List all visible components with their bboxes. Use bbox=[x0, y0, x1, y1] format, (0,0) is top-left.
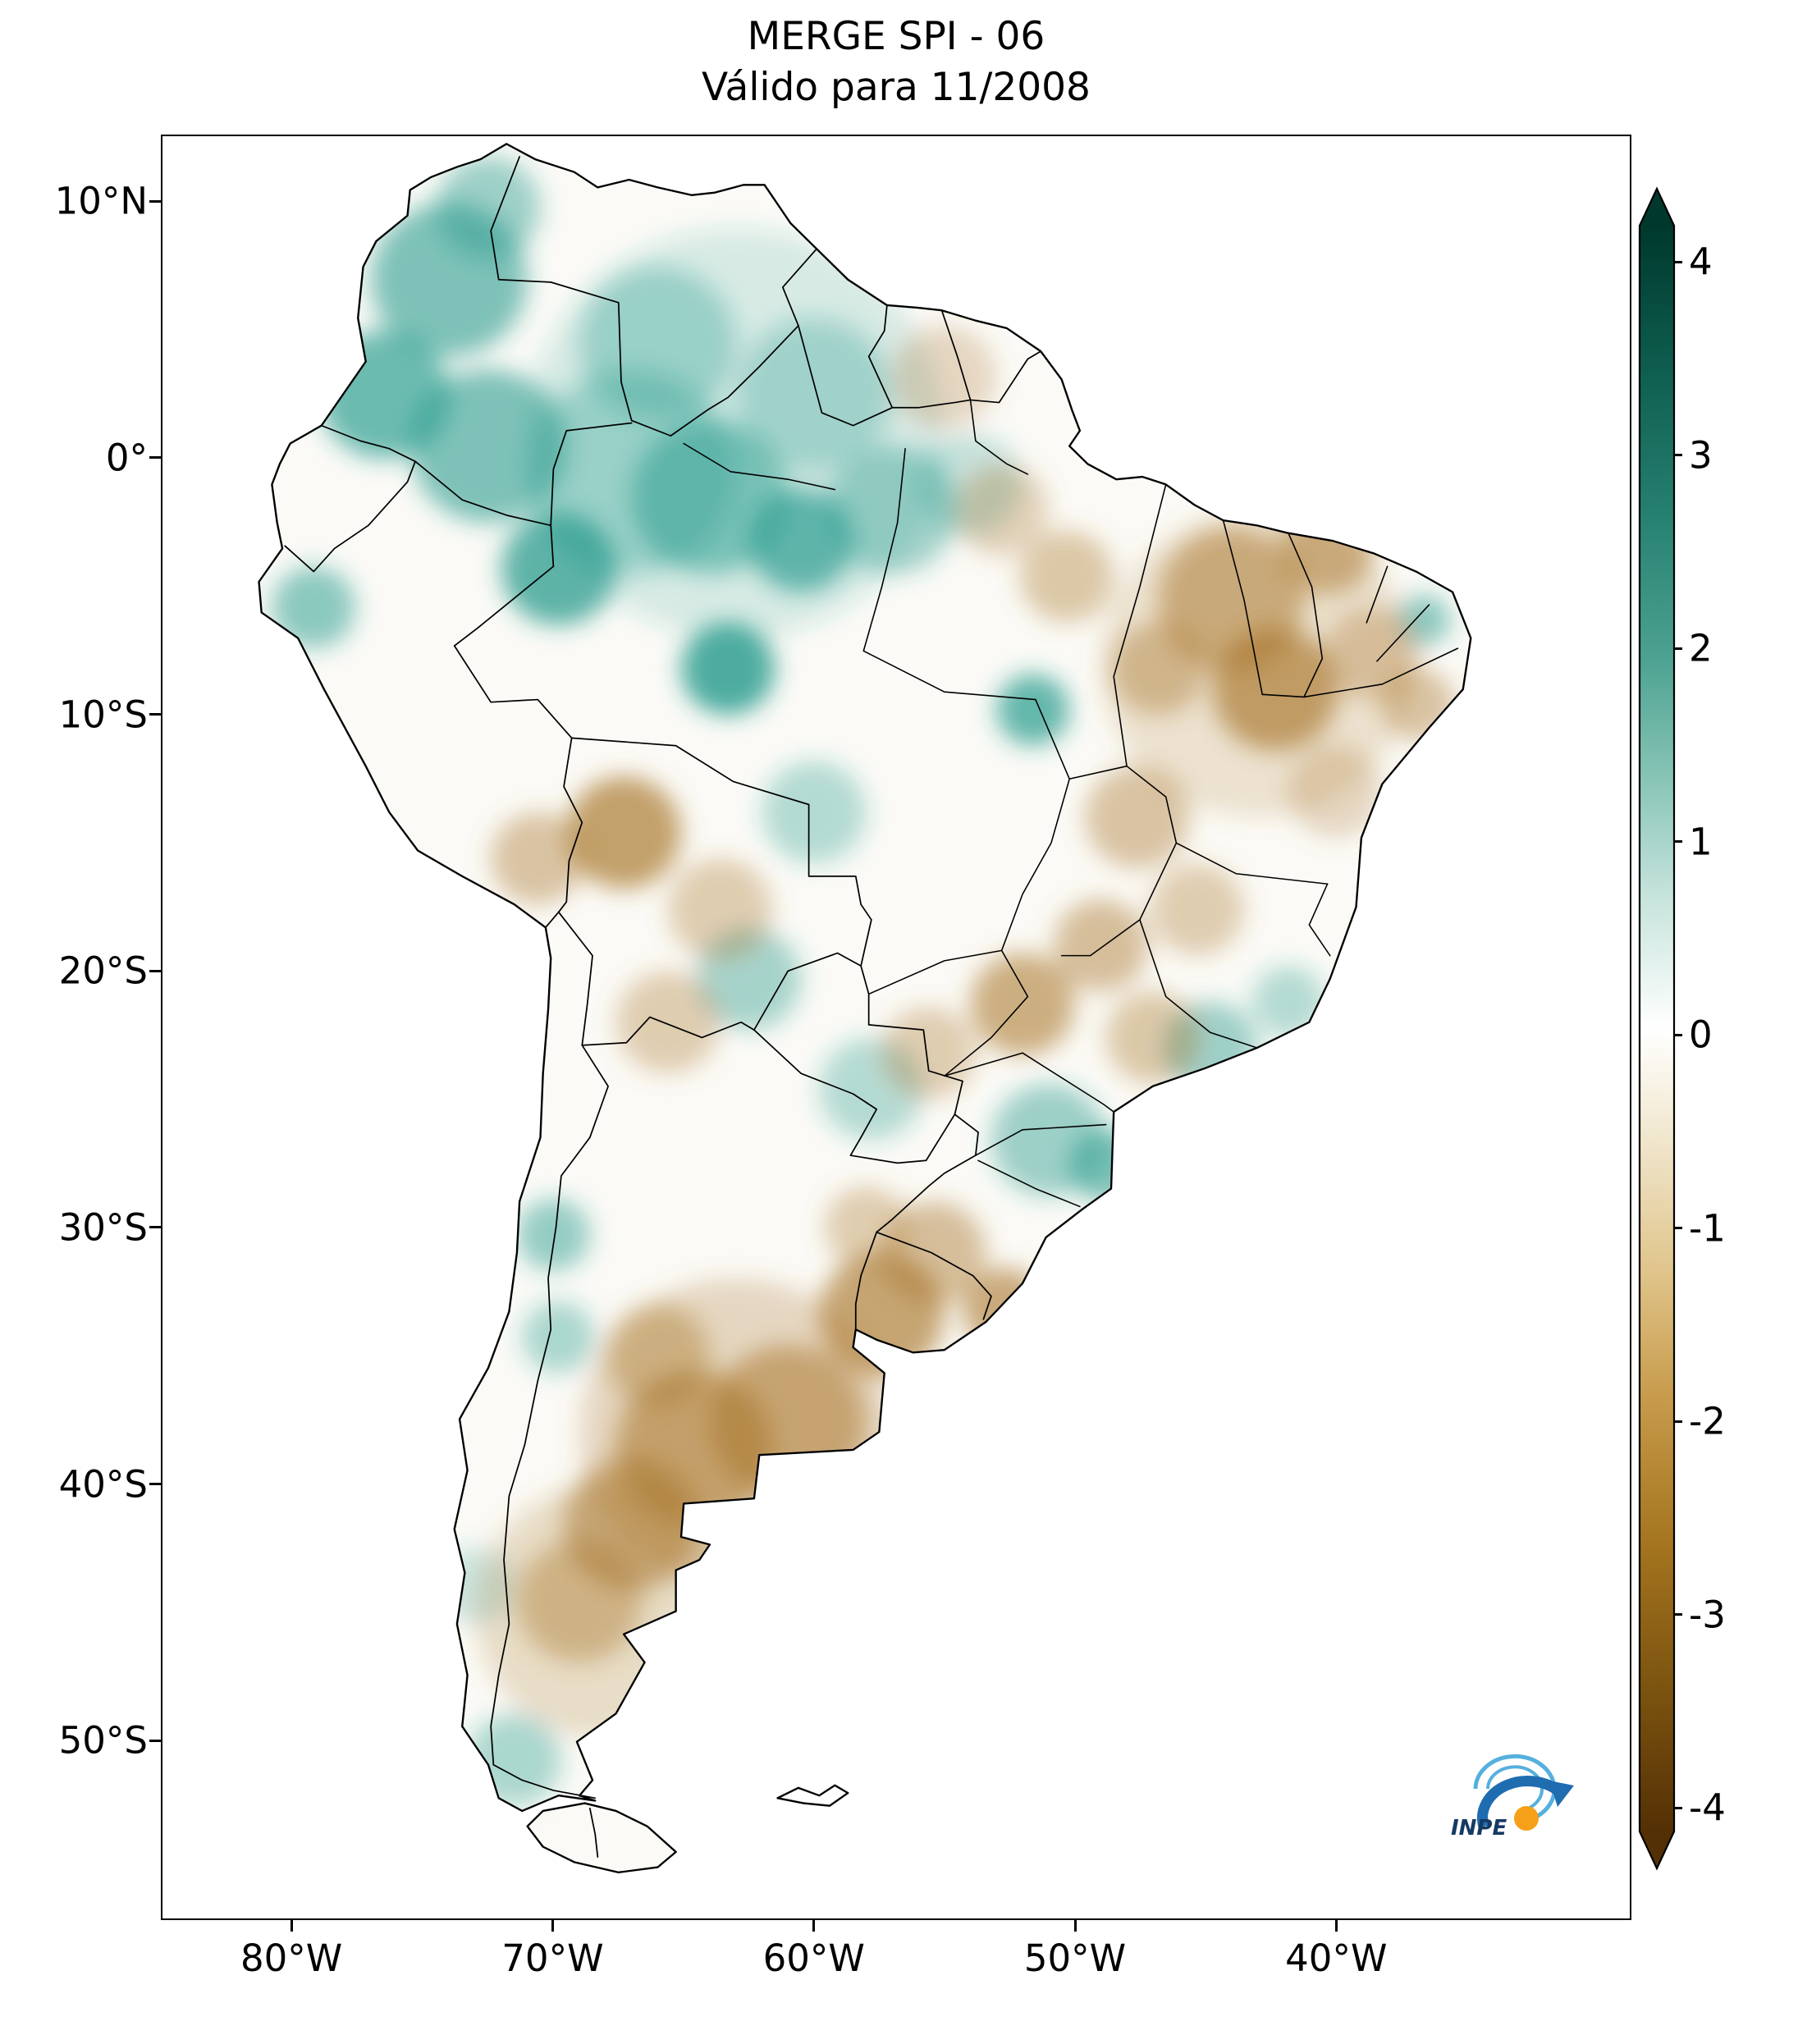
y-axis-tick bbox=[149, 713, 161, 716]
map-title: MERGE SPI - 06 bbox=[747, 14, 1045, 59]
y-axis-tick bbox=[149, 1483, 161, 1485]
colorbar-tick bbox=[1674, 1420, 1682, 1423]
spi-anomaly-blob bbox=[1085, 766, 1190, 869]
spi-anomaly-blob bbox=[631, 420, 789, 574]
spi-anomaly-blob bbox=[735, 318, 893, 472]
y-axis-tick bbox=[149, 199, 161, 203]
inpe-logo: INPE bbox=[1426, 1738, 1599, 1845]
spi-anomaly-blob bbox=[1212, 628, 1338, 751]
country-borders bbox=[284, 156, 1042, 1858]
spi-anomaly-blob bbox=[970, 953, 1075, 1056]
colorbar-tick bbox=[1674, 1613, 1682, 1616]
spi-anomaly-blob bbox=[680, 622, 775, 716]
colorbar-tick-label: 4 bbox=[1689, 240, 1713, 284]
colorbar bbox=[1638, 186, 1676, 1871]
spi-anomaly-blob bbox=[566, 776, 681, 889]
globe-icon bbox=[1514, 1806, 1539, 1831]
spi-anomaly-blob bbox=[409, 368, 567, 524]
spi-anomaly-blob bbox=[615, 971, 721, 1074]
spi-anomaly-blob bbox=[1054, 899, 1148, 992]
colorbar-svg bbox=[1638, 186, 1676, 1871]
colorbar-tick-label: 2 bbox=[1689, 626, 1713, 670]
y-axis-tick bbox=[149, 1739, 161, 1742]
map-svg bbox=[258, 143, 1472, 1873]
spi-anomaly-blob bbox=[522, 1301, 596, 1374]
spi-anomaly-blob bbox=[892, 325, 997, 428]
spi-anomaly-blob bbox=[1111, 622, 1206, 716]
spi-anomaly-blob bbox=[272, 566, 356, 649]
x-axis-tick bbox=[290, 1920, 293, 1932]
x-axis-tick bbox=[551, 1920, 554, 1932]
x-axis-tick-label: 70°W bbox=[501, 1937, 604, 1980]
spi-anomaly-blob bbox=[824, 1186, 908, 1269]
spi-anomaly-blob bbox=[1288, 745, 1383, 839]
colorbar-tick bbox=[1674, 1806, 1682, 1809]
spi-anomaly-blob bbox=[501, 512, 616, 626]
colorbar-bottom-arrow bbox=[1640, 1831, 1674, 1868]
y-axis-tick bbox=[149, 1226, 161, 1229]
map-subtitle: Válido para 11/2008 bbox=[702, 65, 1091, 110]
x-axis-tick-label: 80°W bbox=[240, 1937, 343, 1980]
x-axis-tick bbox=[812, 1920, 816, 1932]
spi-anomaly-blob bbox=[881, 1007, 976, 1100]
spi-anomaly-blob bbox=[1069, 1129, 1143, 1202]
spi-anomaly-blob bbox=[1105, 991, 1200, 1084]
colorbar-tick bbox=[1674, 840, 1682, 843]
y-axis-tick-label: 10°S bbox=[58, 693, 148, 737]
falkland-islands-outline bbox=[776, 1784, 849, 1807]
colorbar-tick-label: 0 bbox=[1689, 1013, 1713, 1057]
colorbar-tick bbox=[1674, 647, 1682, 650]
spi-anomaly-blob bbox=[1019, 530, 1114, 623]
y-axis-tick-label: 30°S bbox=[58, 1205, 148, 1250]
plot-area bbox=[161, 135, 1631, 1920]
colorbar-gradient bbox=[1640, 226, 1674, 1831]
spi-anomaly-blob bbox=[516, 1539, 643, 1662]
spi-anomaly-blob bbox=[668, 858, 773, 961]
orbit-swirl-icon bbox=[1473, 1754, 1574, 1828]
spi-anomaly-blob bbox=[954, 464, 1049, 556]
colorbar-tick-label: 3 bbox=[1689, 433, 1713, 477]
colorbar-tick bbox=[1674, 454, 1682, 456]
state-borders bbox=[683, 399, 1459, 1208]
colorbar-tick-label: -2 bbox=[1689, 1399, 1726, 1443]
y-axis-tick-label: 0° bbox=[105, 436, 148, 480]
y-axis-tick bbox=[149, 969, 161, 972]
spi-anomaly-blob bbox=[605, 1304, 710, 1406]
spi-anomaly-blob bbox=[1150, 863, 1244, 956]
y-axis-tick-label: 40°S bbox=[58, 1462, 148, 1506]
colorbar-tick-label: -4 bbox=[1689, 1786, 1726, 1830]
spi-anomaly-blob bbox=[436, 156, 541, 259]
spi-anomaly-blob bbox=[491, 812, 585, 905]
colorbar-outline bbox=[1638, 186, 1676, 1871]
colorbar-top-arrow bbox=[1640, 189, 1674, 226]
y-axis-tick-label: 50°S bbox=[58, 1718, 148, 1763]
inpe-logo-text: INPE bbox=[1451, 1816, 1507, 1841]
spi-anomaly-blob bbox=[996, 674, 1070, 746]
spi-anomaly-blob bbox=[762, 761, 867, 864]
colorbar-tick bbox=[1674, 1227, 1682, 1229]
y-axis-tick-label: 10°N bbox=[54, 179, 148, 223]
spi-anomaly-blob bbox=[516, 1199, 590, 1271]
colorbar-tick bbox=[1674, 260, 1682, 263]
colorbar-tick bbox=[1674, 1033, 1682, 1036]
colorbar-tick-label: -1 bbox=[1689, 1206, 1726, 1250]
y-axis-tick-label: 20°S bbox=[58, 949, 148, 993]
spi-anomaly-blob bbox=[1251, 966, 1325, 1038]
x-axis-tick bbox=[1334, 1920, 1338, 1932]
x-axis-tick bbox=[1073, 1920, 1077, 1932]
spi-anomaly-blob bbox=[748, 489, 853, 592]
colorbar-tick-label: 1 bbox=[1689, 820, 1713, 863]
x-axis-tick-label: 60°W bbox=[762, 1937, 865, 1980]
y-axis-tick bbox=[149, 456, 161, 460]
x-axis-tick-label: 40°W bbox=[1285, 1937, 1388, 1980]
x-axis-tick-label: 50°W bbox=[1023, 1937, 1127, 1980]
colorbar-tick-label: -3 bbox=[1689, 1593, 1726, 1636]
spi-anomaly-blob bbox=[1324, 607, 1419, 700]
coastline bbox=[258, 143, 1472, 1873]
spi-anomaly-blob bbox=[467, 1713, 561, 1806]
